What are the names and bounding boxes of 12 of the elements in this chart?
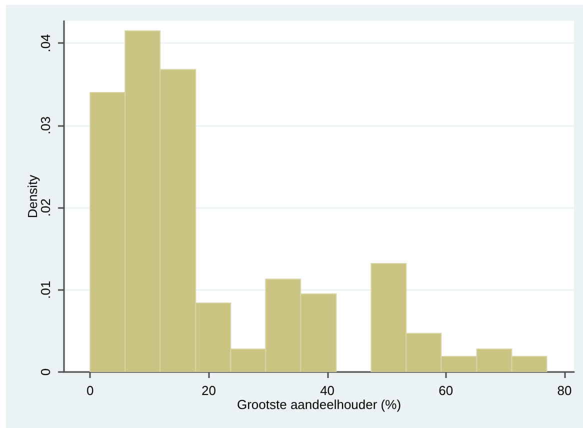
x-tick-label: 40 (320, 383, 335, 398)
y-tick-label: .03 (38, 116, 53, 134)
y-tick-label: 0 (38, 368, 53, 376)
y-tick-label: .02 (38, 198, 53, 217)
y-axis-title: Density (25, 174, 40, 218)
x-tick-label: 0 (86, 383, 94, 398)
y-tick-label: .01 (38, 280, 53, 299)
x-tick-label: 20 (201, 383, 216, 398)
x-axis-title: Grootste aandeelhouder (%) (236, 397, 402, 412)
x-tick-label: 80 (557, 383, 572, 398)
x-tick-label: 60 (438, 383, 454, 398)
y-tick-label: .04 (38, 34, 53, 52)
